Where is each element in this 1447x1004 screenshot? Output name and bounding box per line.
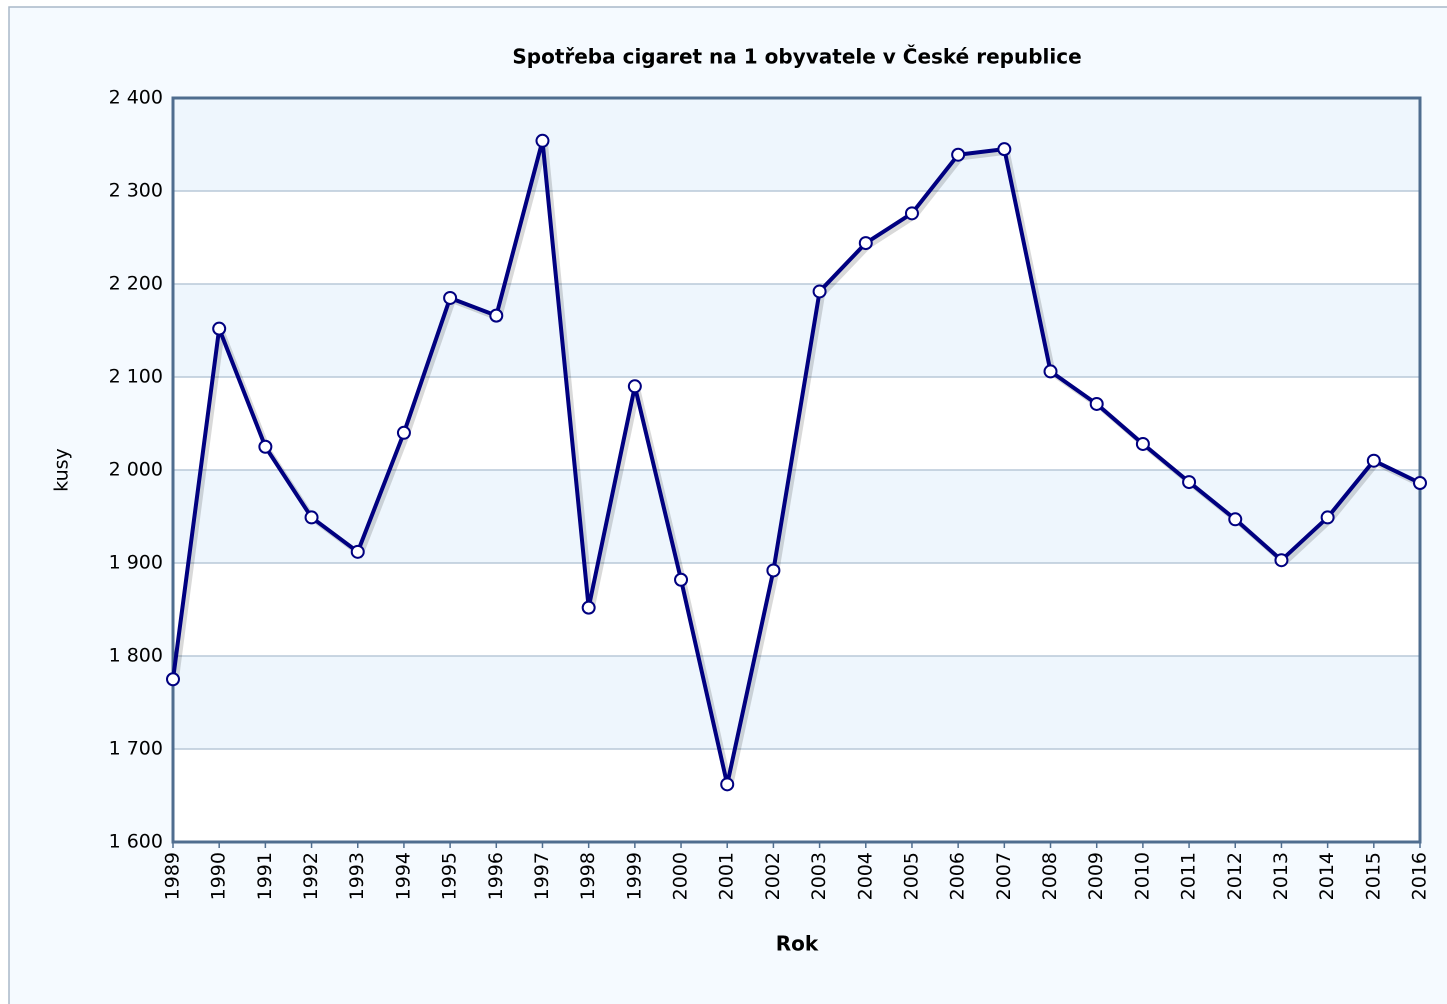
- x-tick-label: 1990: [208, 852, 230, 900]
- data-point: [1366, 453, 1381, 468]
- x-tick-label: 1998: [577, 852, 599, 900]
- data-point: [304, 510, 319, 525]
- y-tick-label: 1 600: [109, 831, 163, 853]
- x-tick-label: 2015: [1362, 852, 1384, 900]
- data-point: [1182, 475, 1197, 490]
- y-tick-label: 1 700: [109, 738, 163, 760]
- x-tick-label: 1995: [439, 852, 461, 900]
- x-tick-label: 2005: [900, 852, 922, 900]
- data-point: [1089, 396, 1104, 411]
- data-point: [812, 284, 827, 299]
- x-tick-label: 1992: [300, 852, 322, 900]
- x-tick-label: 1991: [254, 852, 276, 900]
- y-tick-label: 2 300: [109, 180, 163, 202]
- data-point: [166, 672, 180, 687]
- data-point: [258, 439, 273, 454]
- x-tick-label: 2010: [1131, 852, 1153, 900]
- x-tick-label: 1997: [531, 852, 553, 900]
- y-tick-label: 2 100: [109, 366, 163, 388]
- data-point: [627, 379, 642, 394]
- plot-band: [173, 470, 1420, 563]
- x-tick-label: 2004: [854, 852, 876, 900]
- x-axis-label: Rok: [776, 932, 819, 956]
- x-tick-label: 2011: [1178, 852, 1200, 900]
- y-tick-label: 1 900: [109, 552, 163, 574]
- x-tick-label: 2012: [1224, 852, 1246, 900]
- data-point: [904, 206, 919, 221]
- data-point: [1135, 436, 1150, 451]
- plot-band: [173, 98, 1420, 191]
- data-point: [489, 308, 504, 323]
- data-point: [1043, 364, 1058, 379]
- plot-border: [171, 96, 1422, 844]
- data-point: [951, 147, 966, 162]
- x-tick-label: 1999: [623, 852, 645, 900]
- plot-band: [173, 284, 1420, 377]
- x-tick-label: 2000: [670, 852, 692, 900]
- x-tick-label: 2003: [808, 852, 830, 900]
- data-point: [350, 544, 365, 559]
- data-point: [1320, 510, 1335, 525]
- y-tick-label: 2 200: [109, 273, 163, 295]
- x-tick-label: 2002: [762, 852, 784, 900]
- y-axis-label: kusy: [51, 448, 73, 492]
- plot-band: [173, 656, 1420, 749]
- data-point: [212, 321, 227, 336]
- y-tick-label: 2 400: [109, 87, 163, 109]
- x-tick-label: 1993: [346, 852, 368, 900]
- x-tick-label: 2001: [716, 852, 738, 900]
- data-point: [720, 777, 735, 792]
- data-point: [443, 290, 458, 305]
- data-point: [858, 236, 873, 251]
- data-point: [1274, 553, 1289, 568]
- data-point: [396, 425, 411, 440]
- x-tick-label: 1996: [485, 852, 507, 900]
- y-tick-label: 2 000: [109, 459, 163, 481]
- x-tick-label: 1994: [392, 852, 414, 900]
- x-tick-label: 2014: [1316, 852, 1338, 900]
- data-point: [1413, 476, 1427, 491]
- x-tick-label: 2006: [947, 852, 969, 900]
- data-point: [581, 600, 596, 615]
- x-tick-label: 2013: [1270, 852, 1292, 900]
- chart-title: Spotřeba cigaret na 1 obyvatele v České …: [512, 45, 1081, 69]
- x-tick-label: 2009: [1085, 852, 1107, 900]
- data-line: [171, 138, 1421, 787]
- data-point: [674, 572, 689, 587]
- x-tick-label: 2007: [993, 852, 1015, 900]
- data-point: [535, 133, 550, 148]
- x-tick-label: 2008: [1039, 852, 1061, 900]
- data-point: [1228, 512, 1243, 527]
- x-tick-label: 2016: [1409, 852, 1431, 900]
- data-point: [766, 563, 781, 578]
- x-tick-label: 1989: [162, 852, 184, 900]
- data-point: [997, 142, 1012, 157]
- y-tick-label: 1 800: [109, 645, 163, 667]
